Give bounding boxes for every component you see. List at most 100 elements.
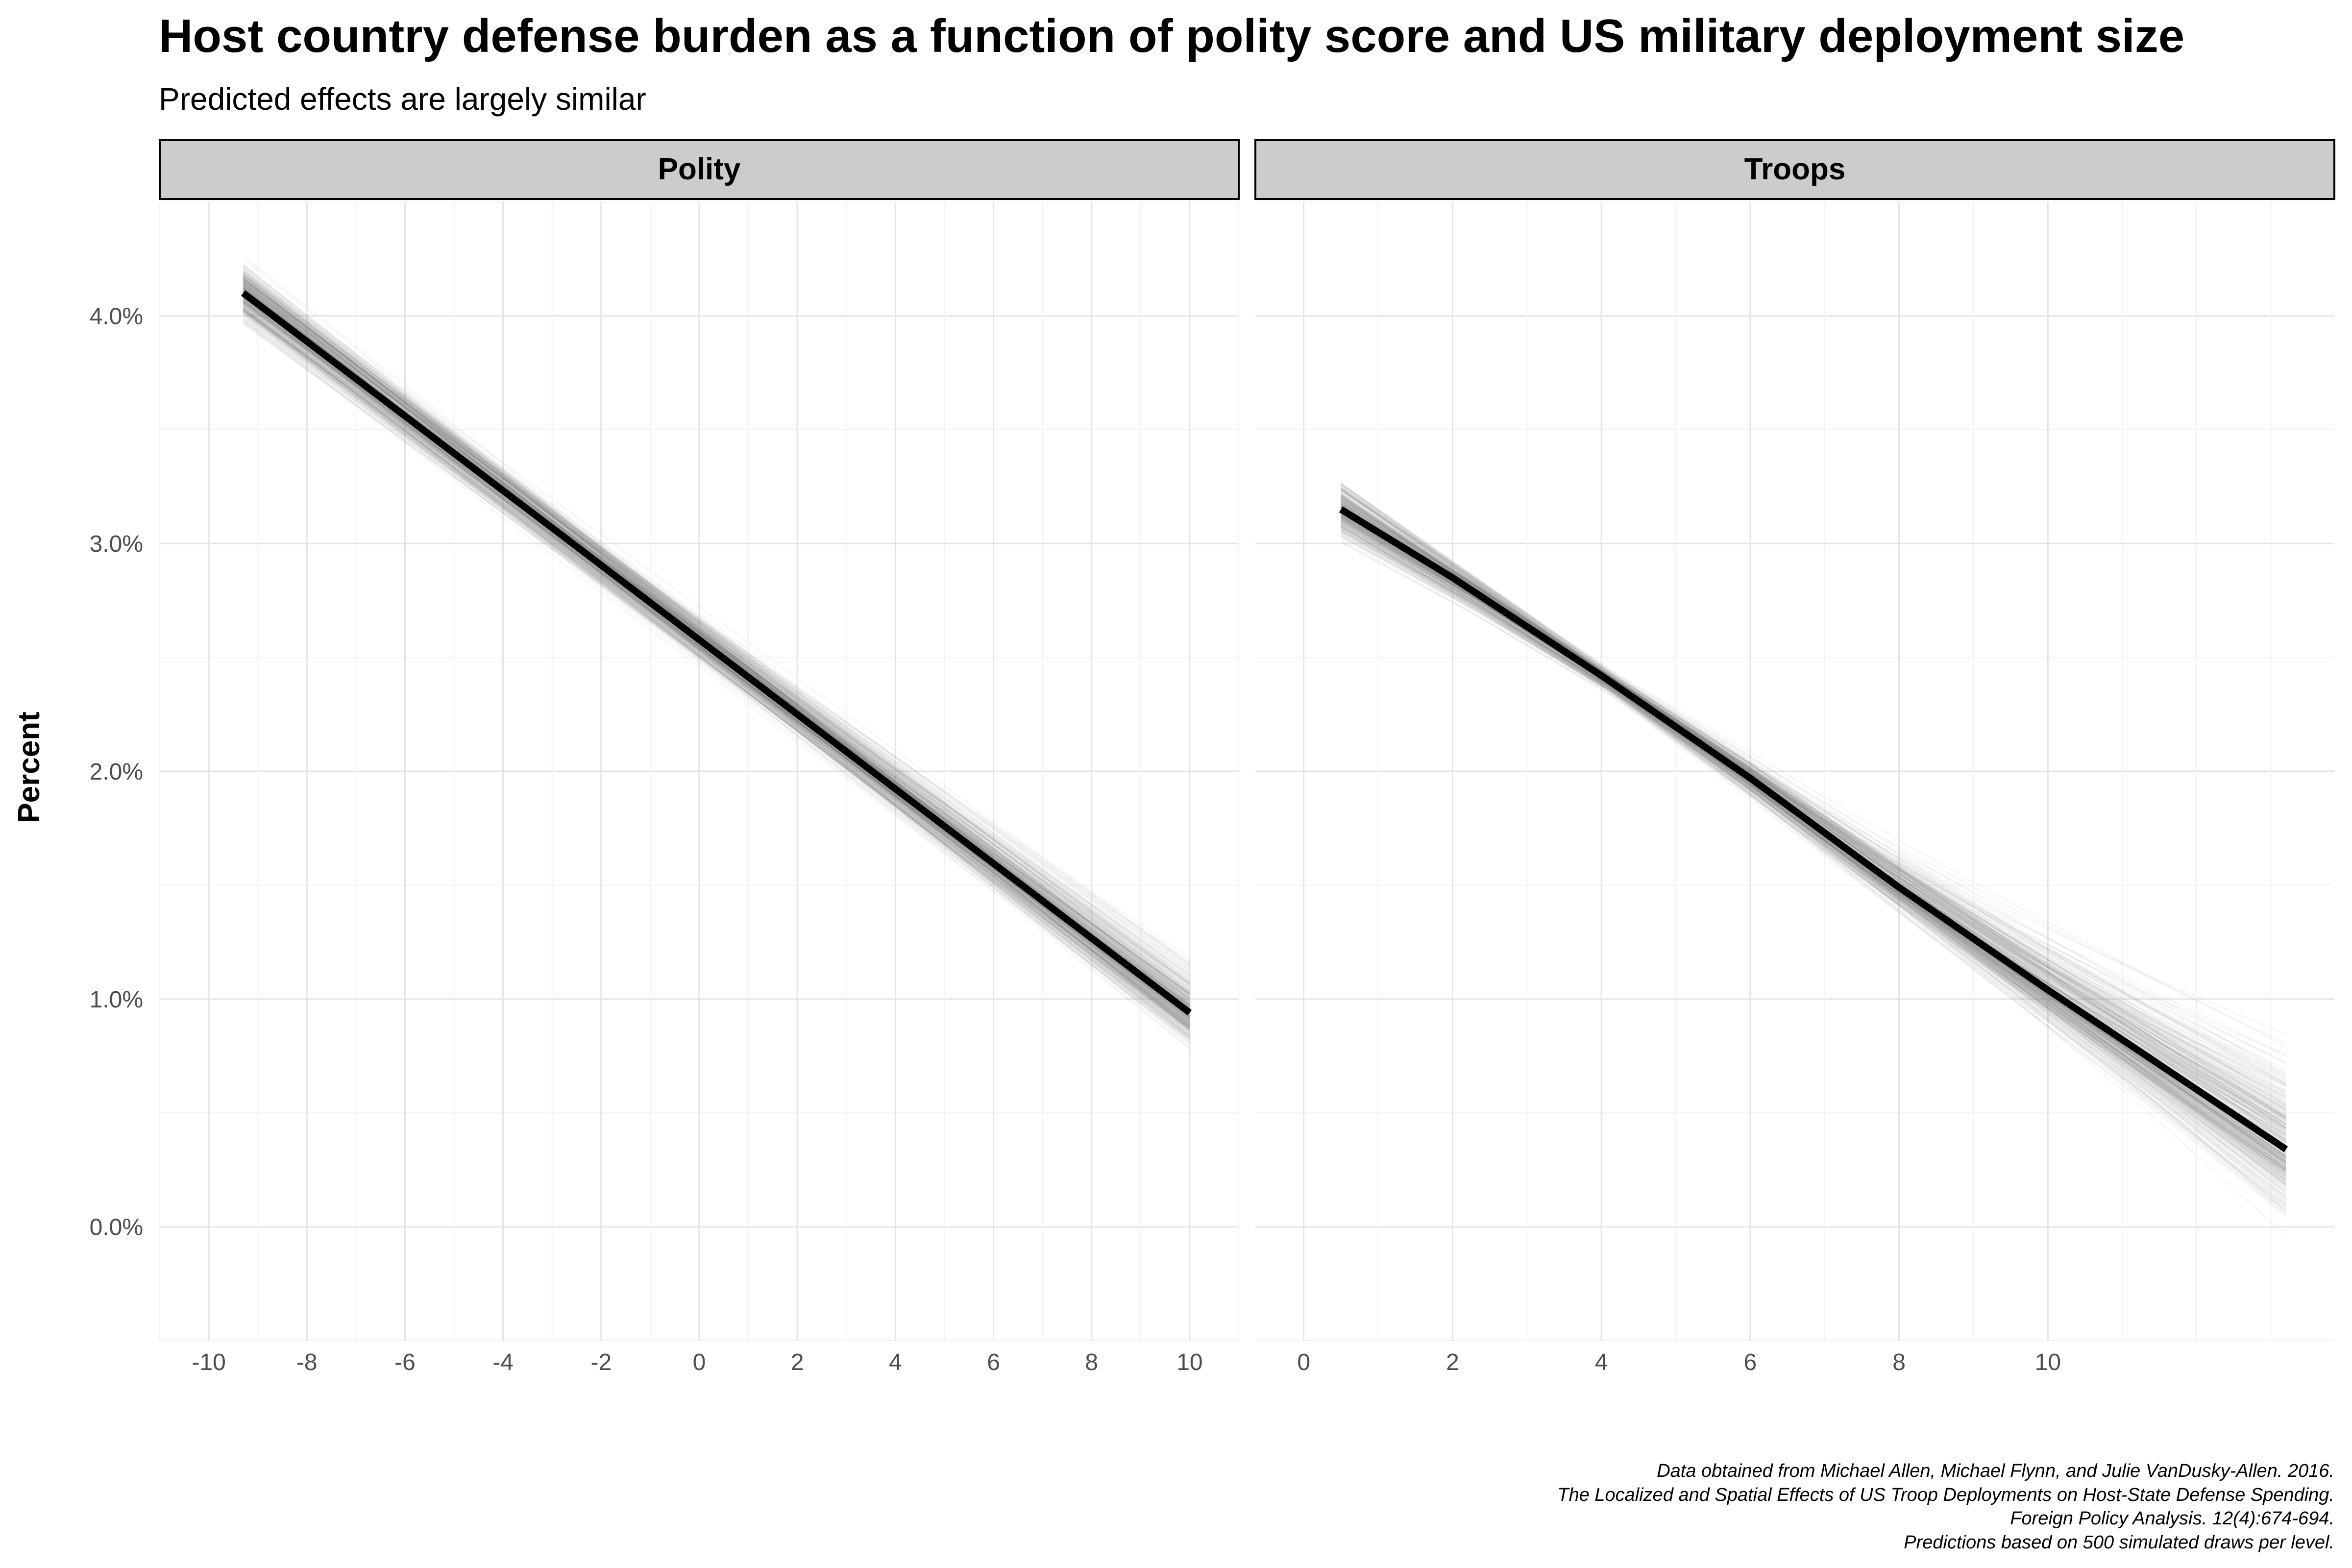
simulated-draw-line (1340, 495, 2287, 1134)
simulated-draw-line (1340, 503, 2287, 1073)
simulated-draw-line (243, 255, 1190, 1027)
simulated-draw-line (1340, 519, 2287, 1174)
simulated-draw-line (1340, 498, 2287, 1107)
simulated-draw-line (1340, 503, 2287, 1102)
simulated-draw-line (1340, 514, 2287, 1170)
simulated-draw-line (243, 309, 1190, 970)
simulated-draw-line (1340, 511, 2287, 1206)
simulated-draw-line (1340, 520, 2287, 1172)
simulated-draw-line (1340, 526, 2287, 1171)
simulated-draw-line (1340, 483, 2287, 1148)
simulated-draw-line (243, 296, 1190, 1023)
simulated-draw-line (243, 286, 1190, 1007)
simulated-draw-line (1340, 533, 2287, 1125)
simulated-draw-line (243, 280, 1190, 991)
simulated-draw-line (243, 319, 1190, 1041)
simulated-draw-line (1340, 498, 2287, 1114)
simulated-draw-line (1340, 526, 2287, 1131)
simulated-draw-line (243, 273, 1190, 1006)
simulated-draw-line (243, 289, 1190, 964)
simulated-draw-line (1340, 520, 2286, 1087)
simulated-draw-line (243, 282, 1190, 986)
simulated-draw-line (1340, 514, 2287, 1166)
simulated-draw-line (1340, 516, 2287, 1171)
simulated-draw-line (243, 278, 1190, 1001)
simulated-draw-line (243, 317, 1190, 1023)
simulated-draw-line (1340, 493, 2287, 1141)
simulated-draw-line (243, 289, 1190, 966)
simulated-draw-line (1340, 489, 2287, 1076)
simulated-draw-line (1340, 541, 2287, 1159)
simulated-draw-line (1340, 518, 2287, 1213)
x-tick-label: 0 (693, 1349, 706, 1375)
simulated-draw-line (1340, 494, 2287, 1164)
x-tick-label: 8 (1085, 1349, 1098, 1375)
simulated-draw-line (243, 310, 1190, 1030)
simulated-draw-line (1340, 483, 2287, 1144)
simulated-draw-line (243, 310, 1190, 972)
simulated-draw-line (1340, 490, 2286, 1047)
simulated-draw-line (243, 278, 1190, 1001)
simulated-draw-line (243, 298, 1190, 1026)
simulated-draw-line (243, 294, 1190, 962)
simulated-draw-line (243, 302, 1190, 1034)
simulated-draw-line (243, 271, 1190, 1004)
simulated-draw-line (243, 277, 1190, 1011)
simulated-draw-line (1340, 517, 2287, 1216)
simulated-draw-line (1340, 488, 2287, 1130)
simulated-draw-line (1340, 498, 2287, 1118)
simulated-draw-line (243, 298, 1190, 1027)
simulated-draw-line (1340, 525, 2287, 1200)
simulated-draw-line (1340, 501, 2287, 1114)
simulated-draw-line (243, 308, 1190, 1029)
panel-troops-strip-label: Troops (1744, 152, 1846, 186)
x-tick-label: 4 (1595, 1349, 1608, 1375)
simulated-draw-line (243, 284, 1190, 991)
simulated-draw-line (1340, 502, 2287, 1126)
simulated-draw-line (1340, 516, 2287, 1172)
simulated-draw-line (1340, 521, 2286, 1056)
panel-troops-mean-line-group (1339, 506, 2288, 1152)
simulated-draw-line (1340, 499, 2287, 1132)
simulated-draw-line (243, 280, 1190, 978)
caption-line-2: The Localized and Spatial Effects of US … (1557, 1485, 2334, 1505)
simulated-draw-line (1340, 500, 2287, 1129)
simulated-draw-line (243, 286, 1190, 1000)
simulated-draw-line (243, 270, 1190, 1025)
simulated-draw-line (1340, 490, 2287, 1168)
y-tick-label: 4.0% (90, 303, 143, 329)
simulated-draw-line (243, 304, 1190, 1041)
simulated-draw-line (243, 281, 1190, 981)
simulated-draw-line (243, 274, 1190, 1013)
simulated-draw-line (243, 309, 1190, 1016)
panel-polity-strip (159, 139, 1240, 200)
simulated-draw-line (1340, 489, 2287, 1236)
simulated-draw-line (1340, 529, 2287, 1173)
simulated-draw-line (243, 314, 1190, 1018)
simulated-draw-line (243, 274, 1190, 995)
simulated-draw-line (1340, 526, 2287, 1171)
simulated-draw-line (243, 284, 1190, 992)
simulated-draw-line (1340, 524, 2287, 1174)
simulated-draw-line (1340, 488, 2287, 1213)
simulated-draw-line (243, 309, 1190, 1016)
y-tick-label: 3.0% (90, 531, 143, 557)
simulated-draw-line (243, 309, 1190, 1021)
y-tick-label: 2.0% (90, 759, 143, 785)
simulated-draw-line (243, 303, 1190, 1018)
x-tick-label: 6 (987, 1349, 1000, 1375)
simulated-draw-line (243, 301, 1190, 1019)
simulated-draw-line (243, 283, 1190, 1011)
simulated-draw-line (243, 283, 1190, 1008)
simulated-draw-line (243, 318, 1190, 1014)
simulated-draw-line (1340, 530, 2287, 1156)
simulated-draw-line (243, 281, 1190, 997)
simulated-draw-line (1340, 531, 2287, 1119)
simulated-draw-line (243, 278, 1190, 1010)
simulated-draw-line (1340, 526, 2287, 1186)
simulated-draw-line (243, 297, 1190, 1031)
simulated-draw-line (1340, 501, 2287, 1111)
simulated-draw-line (243, 287, 1190, 1005)
y-tick-label: 1.0% (90, 987, 143, 1013)
simulated-draw-line (1340, 531, 2287, 1171)
